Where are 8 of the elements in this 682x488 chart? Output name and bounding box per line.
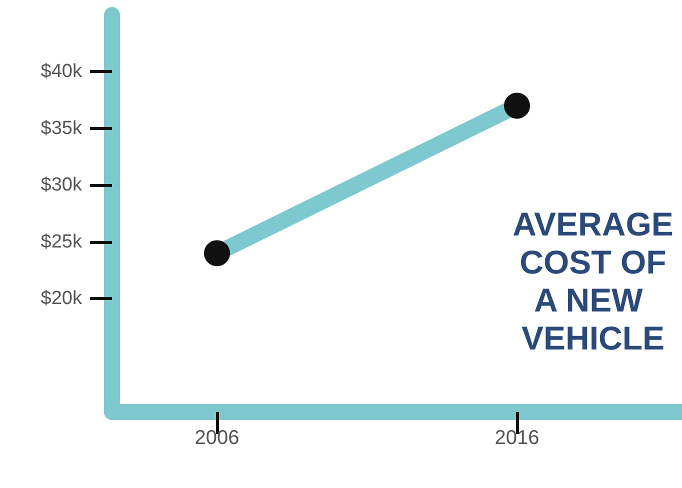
- x-tick-label: 2016: [494, 427, 540, 449]
- y-tick-label: $35k: [40, 118, 82, 139]
- y-tick-label: $20k: [40, 288, 82, 310]
- text: AVERAGE COST OF A NEW VEHICLE: [510, 206, 676, 356]
- y-tick-label: $40k: [40, 61, 82, 82]
- y-tick-label: $25k: [40, 231, 82, 252]
- y-tick-label: $30k: [40, 174, 82, 196]
- x-tick-label: 2006: [194, 427, 240, 449]
